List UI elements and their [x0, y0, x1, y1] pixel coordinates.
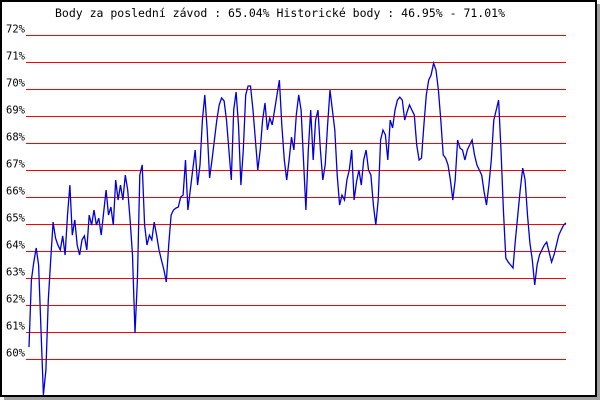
y-tick-label: 66%: [6, 186, 26, 198]
y-tick-label: 69%: [6, 105, 26, 117]
y-tick-label: 68%: [6, 132, 26, 144]
frame-shadow-right: [597, 4, 600, 400]
series-line: [28, 60, 567, 395]
frame-shadow-bottom: [4, 397, 600, 400]
y-tick-label: 70%: [6, 78, 26, 90]
y-tick-label: 64%: [6, 240, 26, 252]
y-tick-label: 65%: [6, 213, 26, 225]
y-tick-label: 62%: [6, 294, 26, 306]
chart-title: Body za poslední závod : 65.04% Historic…: [55, 6, 505, 20]
y-tick-label: 60%: [6, 348, 26, 360]
y-tick-label: 71%: [6, 51, 26, 63]
y-tick-label: 61%: [6, 321, 26, 333]
y-tick-label: 63%: [6, 267, 26, 279]
y-tick-label: 72%: [6, 24, 26, 36]
y-tick-label: 67%: [6, 159, 26, 171]
